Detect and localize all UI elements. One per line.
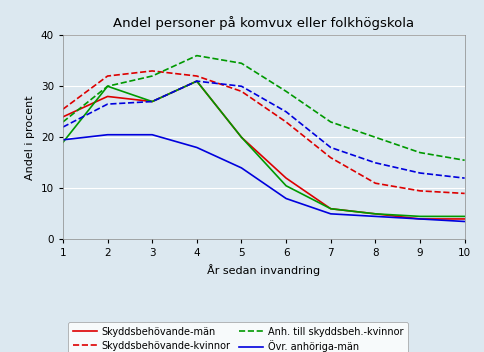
X-axis label: År sedan invandring: År sedan invandring bbox=[207, 264, 320, 276]
Legend: Skyddsbehövande-män, Skyddsbehövande-kvinnor, Anh. till skyddsbeh.-män, Anh. til: Skyddsbehövande-män, Skyddsbehövande-kvi… bbox=[68, 322, 408, 352]
Y-axis label: Andel i procent: Andel i procent bbox=[25, 95, 35, 180]
Title: Andel personer på komvux eller folkhögskola: Andel personer på komvux eller folkhögsk… bbox=[113, 16, 414, 30]
